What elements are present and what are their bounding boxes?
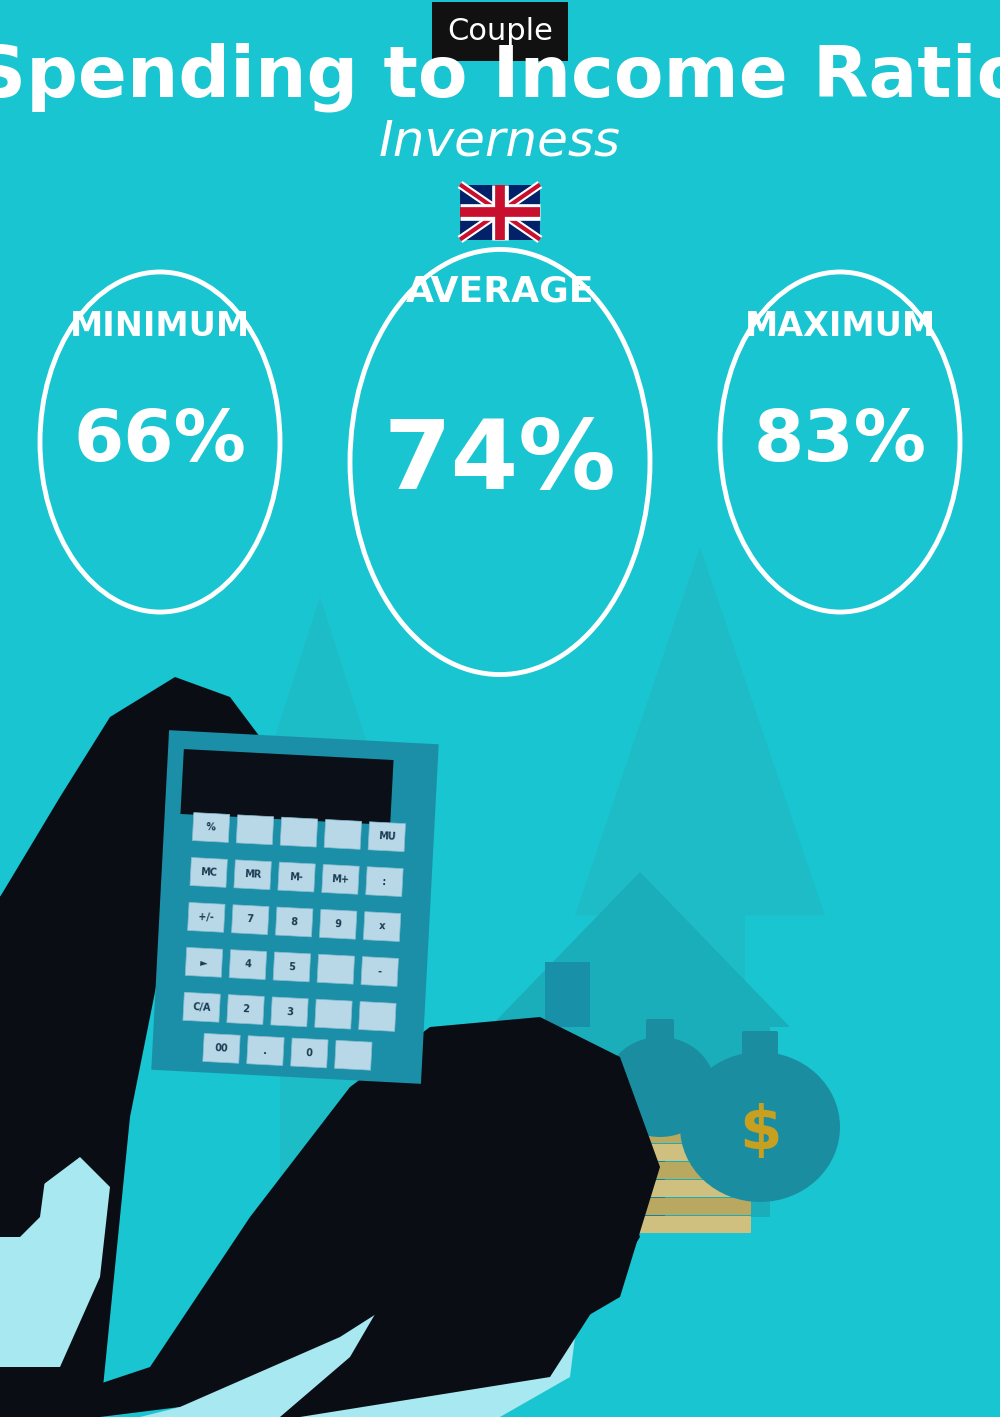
Polygon shape (185, 948, 223, 978)
Polygon shape (322, 864, 359, 894)
Polygon shape (271, 998, 308, 1027)
FancyBboxPatch shape (589, 1197, 751, 1214)
Polygon shape (278, 862, 315, 891)
Text: M+: M+ (331, 874, 350, 884)
Polygon shape (359, 1002, 396, 1032)
Polygon shape (366, 867, 403, 897)
Text: x: x (379, 921, 385, 932)
Text: 9: 9 (335, 920, 342, 930)
Polygon shape (180, 750, 394, 825)
Ellipse shape (680, 1051, 840, 1202)
Polygon shape (0, 818, 80, 1237)
Polygon shape (510, 1027, 770, 1217)
FancyBboxPatch shape (545, 962, 590, 1027)
Polygon shape (490, 871, 790, 1027)
Polygon shape (361, 956, 398, 986)
Text: 8: 8 (291, 917, 298, 927)
Polygon shape (153, 733, 437, 1081)
Polygon shape (229, 949, 267, 979)
Text: M-: M- (290, 871, 304, 883)
Text: -: - (377, 966, 382, 976)
Polygon shape (315, 999, 352, 1029)
Polygon shape (280, 818, 318, 847)
Polygon shape (291, 1039, 328, 1068)
Text: +/-: +/- (198, 913, 214, 922)
Polygon shape (183, 992, 220, 1022)
Text: MC: MC (200, 867, 217, 879)
Text: 7: 7 (247, 914, 254, 925)
Polygon shape (368, 822, 406, 852)
Polygon shape (151, 730, 439, 1084)
Polygon shape (232, 904, 269, 935)
FancyBboxPatch shape (589, 1180, 751, 1197)
Polygon shape (317, 954, 355, 985)
Text: %: % (206, 822, 216, 833)
FancyBboxPatch shape (589, 1216, 751, 1233)
Polygon shape (605, 1158, 665, 1217)
Polygon shape (236, 815, 274, 845)
Text: 83%: 83% (754, 408, 926, 476)
Text: MINIMUM: MINIMUM (70, 310, 250, 343)
Text: 5: 5 (288, 962, 295, 972)
Polygon shape (234, 860, 271, 890)
FancyBboxPatch shape (589, 1108, 751, 1125)
Text: Inverness: Inverness (379, 118, 621, 166)
Text: 66%: 66% (74, 408, 246, 476)
Polygon shape (575, 547, 825, 1217)
Polygon shape (0, 677, 260, 1417)
Polygon shape (276, 907, 313, 937)
FancyBboxPatch shape (589, 1127, 751, 1144)
Polygon shape (0, 1017, 660, 1417)
Polygon shape (203, 1033, 240, 1063)
Text: 2: 2 (242, 1005, 249, 1015)
Text: Spending to Income Ratio: Spending to Income Ratio (0, 43, 1000, 112)
Polygon shape (188, 903, 225, 932)
Text: :: : (382, 877, 387, 887)
Polygon shape (0, 1158, 110, 1367)
FancyBboxPatch shape (589, 1162, 751, 1179)
Polygon shape (190, 857, 227, 887)
Polygon shape (280, 1067, 640, 1417)
Text: MU: MU (378, 832, 396, 842)
Text: ►: ► (200, 956, 208, 968)
FancyBboxPatch shape (460, 184, 540, 239)
Text: .: . (263, 1046, 268, 1056)
FancyBboxPatch shape (646, 1019, 674, 1041)
Polygon shape (319, 910, 357, 939)
FancyBboxPatch shape (589, 1090, 751, 1107)
Text: AVERAGE: AVERAGE (406, 275, 594, 309)
Text: MR: MR (244, 869, 261, 880)
Text: 0: 0 (306, 1047, 313, 1058)
Text: 00: 00 (214, 1043, 229, 1054)
Polygon shape (140, 1257, 580, 1417)
Text: $: $ (739, 1102, 781, 1162)
Text: 4: 4 (244, 959, 252, 969)
Polygon shape (227, 995, 264, 1024)
Polygon shape (247, 1036, 284, 1066)
Polygon shape (192, 812, 230, 843)
Polygon shape (363, 911, 401, 941)
Polygon shape (273, 952, 311, 982)
FancyBboxPatch shape (742, 1032, 778, 1057)
FancyBboxPatch shape (589, 1073, 751, 1090)
Ellipse shape (605, 1037, 715, 1136)
Text: C/A: C/A (192, 1002, 211, 1013)
FancyBboxPatch shape (589, 1144, 751, 1161)
Text: MAXIMUM: MAXIMUM (744, 310, 936, 343)
Polygon shape (210, 597, 430, 1217)
Text: 3: 3 (286, 1006, 293, 1017)
Polygon shape (324, 819, 362, 849)
Polygon shape (335, 1040, 372, 1070)
Text: Couple: Couple (447, 17, 553, 45)
Text: 74%: 74% (384, 415, 616, 509)
